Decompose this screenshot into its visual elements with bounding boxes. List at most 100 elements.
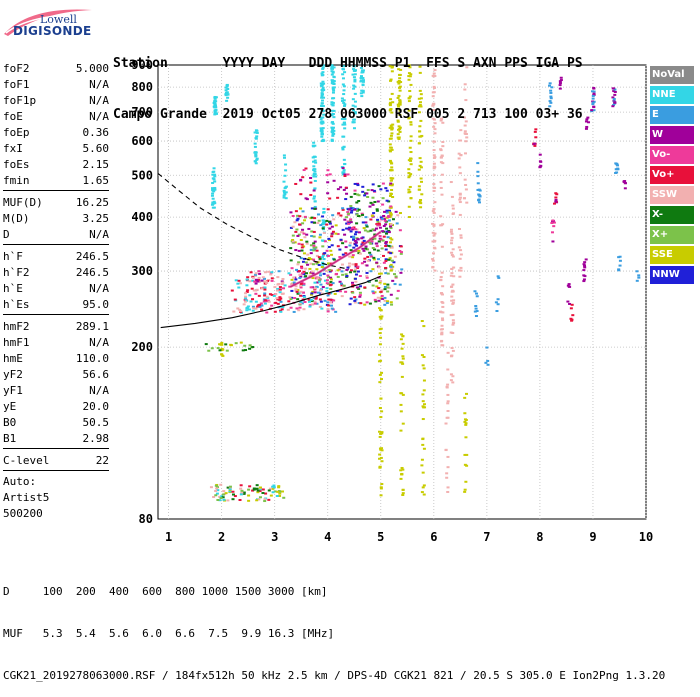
echo-dot	[368, 251, 372, 254]
echo-dot	[302, 308, 306, 311]
echo-dot	[298, 306, 302, 309]
echo-dot	[309, 298, 313, 301]
echo-dot	[320, 96, 324, 99]
echo-dot	[282, 196, 286, 199]
echo-dot	[211, 187, 215, 190]
echo-dot	[373, 298, 377, 301]
echo-dot	[331, 81, 335, 84]
echo-dot	[352, 237, 356, 240]
echo-dot	[441, 140, 445, 143]
echo-dot	[225, 349, 229, 352]
echo-dot	[309, 286, 313, 289]
echo-dot	[551, 240, 555, 243]
echo-dot	[432, 211, 436, 214]
echo-dot	[213, 97, 217, 100]
echo-dot	[247, 308, 251, 311]
plot-frame	[157, 64, 647, 520]
echo-dot	[256, 280, 260, 283]
echo-dot	[213, 109, 217, 112]
echo-dot	[296, 263, 300, 266]
echo-dot	[301, 210, 305, 213]
echo-dot	[262, 277, 266, 280]
param-label: yF2	[3, 368, 23, 381]
echo-dot	[245, 309, 249, 312]
echo-dot	[418, 71, 422, 74]
echo-dot	[397, 82, 401, 85]
echo-dot	[419, 119, 423, 122]
echo-dot	[221, 496, 225, 499]
echo-dot	[289, 273, 293, 276]
echo-dot	[312, 189, 316, 192]
echo-dot	[388, 65, 392, 68]
echo-dot	[263, 294, 267, 297]
echo-dot	[320, 92, 324, 95]
echo-dot	[254, 129, 258, 132]
echo-dot	[432, 174, 436, 177]
echo-dot	[391, 65, 395, 68]
echo-dot	[385, 227, 389, 230]
echo-dot	[390, 132, 394, 135]
echo-dot	[211, 201, 215, 204]
echo-dot	[378, 353, 382, 356]
echo-dot	[266, 296, 270, 299]
echo-dot	[319, 82, 323, 85]
echo-dot	[251, 346, 255, 349]
echo-dot	[398, 130, 402, 133]
echo-dot	[383, 219, 387, 222]
echo-dot	[219, 483, 223, 486]
echo-dot	[342, 101, 346, 104]
echo-dot	[320, 307, 324, 310]
echo-dot	[257, 303, 261, 306]
echo-dot	[407, 75, 411, 78]
echo-dot	[339, 186, 343, 189]
echo-dot	[257, 498, 261, 501]
echo-dot	[218, 495, 222, 498]
echo-dot	[381, 239, 385, 242]
echo-dot	[302, 270, 306, 273]
echo-dot	[432, 186, 436, 189]
echo-dot	[295, 228, 299, 231]
echo-dot	[254, 272, 258, 275]
echo-dot	[389, 263, 393, 266]
echo-dot	[591, 101, 595, 104]
echo-dot	[433, 201, 437, 204]
param-label: h`F2	[3, 266, 30, 279]
echo-dot	[591, 97, 595, 100]
echo-dot	[379, 317, 383, 320]
echo-dot	[220, 343, 224, 346]
param-value: 246.5	[75, 250, 109, 263]
echo-dot	[345, 216, 349, 219]
echo-dot	[316, 277, 320, 280]
echo-dot	[432, 140, 436, 143]
echo-dot	[310, 221, 314, 224]
echo-dot	[450, 195, 454, 198]
echo-dot	[351, 281, 355, 284]
echo-dot	[355, 228, 359, 231]
echo-dot	[276, 289, 280, 292]
echo-dot	[213, 96, 217, 99]
echo-dot	[380, 371, 384, 374]
echo-dot	[379, 290, 383, 293]
echo-dot	[347, 208, 351, 211]
echo-dot	[305, 233, 309, 236]
echo-dot	[221, 354, 225, 357]
echo-dot	[331, 104, 335, 107]
echo-dot	[337, 212, 341, 215]
echo-dot	[304, 167, 308, 170]
echo-dot	[273, 310, 277, 313]
echo-dot	[375, 261, 379, 264]
echo-dot	[278, 296, 282, 299]
echo-dot	[432, 167, 436, 170]
echo-dot	[345, 227, 349, 230]
echo-dot	[352, 68, 356, 71]
echo-dot	[331, 134, 335, 137]
echo-dot	[380, 315, 384, 318]
echo-dot	[258, 280, 262, 283]
echo-dot	[254, 155, 258, 158]
echo-dot	[313, 179, 317, 182]
echo-dot	[247, 488, 251, 491]
echo-dot	[301, 228, 305, 231]
echo-dot	[294, 230, 298, 233]
echo-dot	[550, 231, 554, 234]
param-value: N/A	[89, 228, 109, 241]
